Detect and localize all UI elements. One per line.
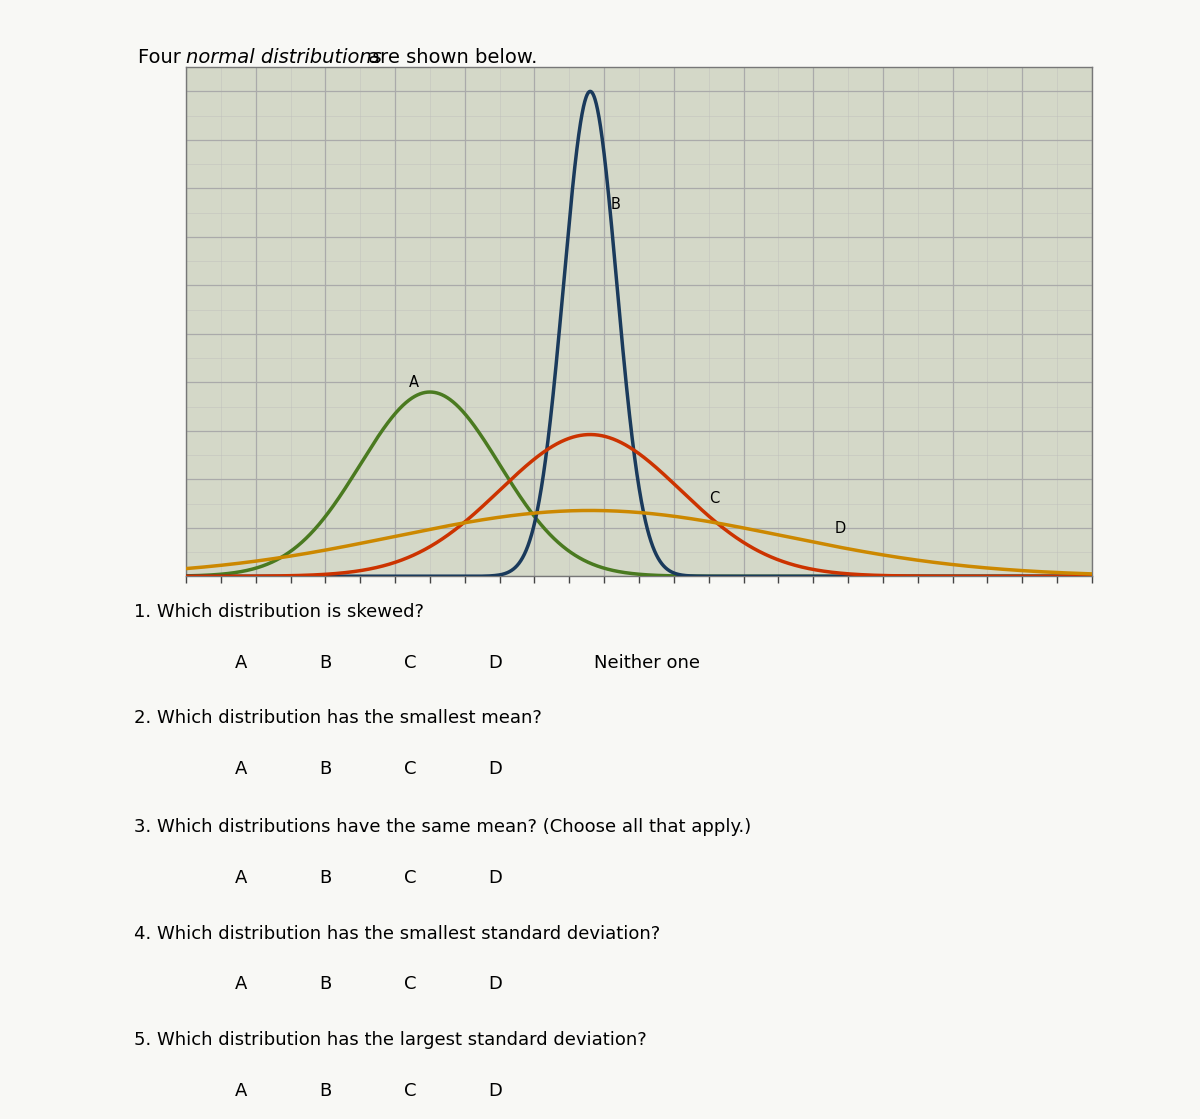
Text: normal distributions: normal distributions (186, 48, 382, 67)
Text: 1. Which distribution is skewed?: 1. Which distribution is skewed? (134, 603, 425, 621)
Text: C: C (403, 868, 416, 887)
Text: B: B (319, 1081, 331, 1100)
Text: A: A (235, 653, 247, 671)
Text: C: C (403, 653, 416, 671)
Text: D: D (834, 521, 845, 536)
Text: 3. Which distributions have the same mean? (Choose all that apply.): 3. Which distributions have the same mea… (134, 818, 751, 836)
Text: C: C (709, 491, 719, 506)
Text: Neither one: Neither one (594, 653, 700, 671)
Text: C: C (403, 760, 416, 778)
Text: D: D (488, 1081, 502, 1100)
Text: D: D (488, 653, 502, 671)
Text: Four: Four (138, 48, 187, 67)
Text: are shown below.: are shown below. (362, 48, 538, 67)
Text: D: D (488, 868, 502, 887)
Text: B: B (611, 197, 620, 211)
Text: A: A (235, 976, 247, 994)
Text: A: A (235, 1081, 247, 1100)
Text: C: C (403, 1081, 416, 1100)
Text: D: D (488, 976, 502, 994)
Text: B: B (319, 868, 331, 887)
Text: B: B (319, 653, 331, 671)
Text: B: B (319, 760, 331, 778)
Text: 2. Which distribution has the smallest mean?: 2. Which distribution has the smallest m… (134, 709, 542, 727)
Text: C: C (403, 976, 416, 994)
Text: B: B (319, 976, 331, 994)
Text: A: A (235, 760, 247, 778)
Text: 4. Which distribution has the smallest standard deviation?: 4. Which distribution has the smallest s… (134, 924, 661, 942)
Text: D: D (488, 760, 502, 778)
Text: A: A (409, 376, 419, 391)
Text: 5. Which distribution has the largest standard deviation?: 5. Which distribution has the largest st… (134, 1031, 647, 1049)
Text: A: A (235, 868, 247, 887)
